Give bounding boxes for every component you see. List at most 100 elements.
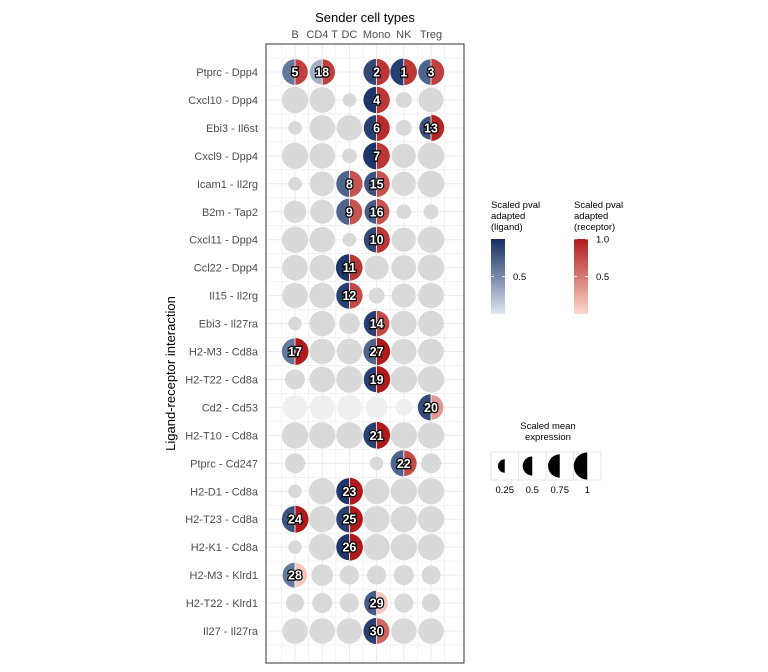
- background-dot-receptor-half: [295, 369, 306, 390]
- background-dot-receptor-half: [349, 618, 363, 644]
- background-dot-ligand-half: [418, 282, 431, 309]
- background-dot-receptor-half: [376, 533, 390, 561]
- y-tick-label: H2-T10 - Cd8a: [185, 430, 259, 442]
- highlighted-dot-receptor-half: [431, 58, 445, 86]
- background-dot-ligand-half: [394, 593, 404, 613]
- y-tick-label: H2-M3 - Cd8a: [189, 347, 259, 359]
- background-dot-ligand-half: [390, 366, 404, 393]
- background-dot-receptor-half: [295, 177, 302, 191]
- background-dot-ligand-half: [336, 115, 350, 141]
- size-legend-half-dot: [573, 452, 588, 480]
- legend-title: adapted: [491, 211, 525, 222]
- background-dot-receptor-half: [431, 478, 445, 505]
- highlighted-dot-receptor-half: [376, 338, 391, 365]
- background-dot-ligand-half: [417, 533, 431, 561]
- y-tick-label: Ptprc - Cd247: [190, 458, 258, 470]
- rank-label: 16: [370, 205, 384, 219]
- background-dot-ligand-half: [417, 142, 431, 170]
- size-legend-half-dot: [498, 459, 505, 473]
- rank-label: 18: [315, 66, 329, 80]
- background-dot-receptor-half: [322, 226, 335, 253]
- highlighted-dot-ligand-half: [281, 338, 295, 365]
- background-dot-ligand-half: [336, 618, 350, 644]
- background-dot-receptor-half: [376, 255, 389, 280]
- background-dot-receptor-half: [376, 456, 384, 471]
- background-dot-ligand-half: [309, 87, 323, 113]
- background-dot-receptor-half: [322, 310, 336, 337]
- highlighted-dot-ligand-half: [419, 116, 431, 140]
- background-dot-ligand-half: [390, 506, 404, 533]
- highlighted-dot-receptor-half: [376, 170, 390, 197]
- rank-label: 13: [424, 121, 438, 135]
- highlighted-dot-receptor-half: [431, 114, 445, 142]
- background-dot-ligand-half: [417, 170, 431, 197]
- background-dot-ligand-half: [285, 593, 295, 613]
- background-dot-ligand-half: [396, 204, 404, 220]
- x-tick-label: DC: [341, 29, 357, 41]
- background-dot-ligand-half: [391, 143, 404, 168]
- highlighted-dot-receptor-half: [376, 618, 390, 644]
- background-dot-ligand-half: [390, 618, 404, 644]
- background-dot-ligand-half: [390, 310, 404, 337]
- highlighted-dot-receptor-half: [295, 338, 309, 365]
- background-dot-ligand-half: [309, 366, 323, 393]
- background-dot-receptor-half: [322, 338, 335, 365]
- x-axis-title: Sender cell types: [315, 10, 415, 25]
- rank-label: 11: [343, 261, 356, 275]
- rank-label: 21: [370, 429, 384, 443]
- y-tick-label: H2-T23 - Cd8a: [185, 514, 259, 526]
- background-dot-ligand-half: [281, 142, 295, 170]
- highlighted-dot-ligand-half: [363, 86, 377, 114]
- background-dot-receptor-half: [322, 254, 335, 281]
- rank-label: 15: [370, 177, 384, 191]
- highlighted-dot-receptor-half: [295, 59, 308, 85]
- highlighted-dot-receptor-half: [376, 58, 390, 86]
- background-dot-receptor-half: [431, 453, 442, 474]
- background-dot-receptor-half: [403, 593, 414, 613]
- background-dot-ligand-half: [418, 310, 431, 337]
- background-dot-receptor-half: [295, 484, 302, 498]
- background-dot-ligand-half: [391, 171, 404, 196]
- highlighted-dot-ligand-half: [363, 115, 377, 141]
- highlighted-dot-receptor-half: [295, 505, 309, 533]
- rank-label: 5: [292, 66, 299, 80]
- background-dot-ligand-half: [336, 338, 350, 365]
- background-dot-ligand-half: [417, 422, 431, 449]
- background-dot-receptor-half: [349, 366, 363, 393]
- background-dot-ligand-half: [282, 394, 295, 420]
- background-dot-receptor-half: [322, 618, 336, 644]
- background-dot-ligand-half: [421, 593, 431, 613]
- y-tick-label: Cxcl11 - Dpp4: [189, 235, 258, 247]
- background-dot-receptor-half: [349, 338, 363, 365]
- highlighted-dot-receptor-half: [403, 450, 417, 477]
- background-dot-receptor-half: [295, 618, 308, 644]
- background-dot-ligand-half: [395, 119, 404, 136]
- x-tick-label: B: [291, 29, 298, 41]
- background-dot-receptor-half: [349, 148, 357, 164]
- background-dot-ligand-half: [282, 618, 295, 644]
- background-dot-receptor-half: [376, 565, 387, 585]
- y-tick-label: Ebi3 - Il27ra: [199, 319, 259, 331]
- highlighted-dot-ligand-half: [363, 226, 377, 253]
- y-tick-label: H2-T22 - Klrd1: [186, 598, 258, 610]
- background-dot-ligand-half: [282, 254, 295, 281]
- rank-label: 24: [288, 513, 302, 527]
- background-dot-ligand-half: [312, 593, 323, 614]
- background-dot-ligand-half: [309, 394, 323, 420]
- x-tick-label: CD4 T: [306, 29, 338, 41]
- highlighted-dot-ligand-half: [363, 422, 377, 449]
- background-dot-receptor-half: [322, 506, 336, 533]
- background-dot-ligand-half: [391, 255, 404, 281]
- y-tick-label: Cd2 - Cd53: [202, 402, 258, 414]
- y-tick-label: H2-K1 - Cd8a: [191, 542, 259, 554]
- background-dot-ligand-half: [369, 456, 377, 471]
- background-dot-receptor-half: [376, 506, 390, 533]
- size-legend-half-dot: [548, 454, 560, 478]
- background-dot-receptor-half: [322, 171, 335, 197]
- highlighted-dot-receptor-half: [376, 198, 390, 225]
- y-tick-label: Cxcl9 - Dpp4: [194, 151, 258, 163]
- highlighted-dot-ligand-half: [281, 506, 295, 533]
- x-tick-labels: B CD4 T DC Mono NK Treg: [291, 29, 442, 41]
- rank-label: 29: [370, 597, 384, 611]
